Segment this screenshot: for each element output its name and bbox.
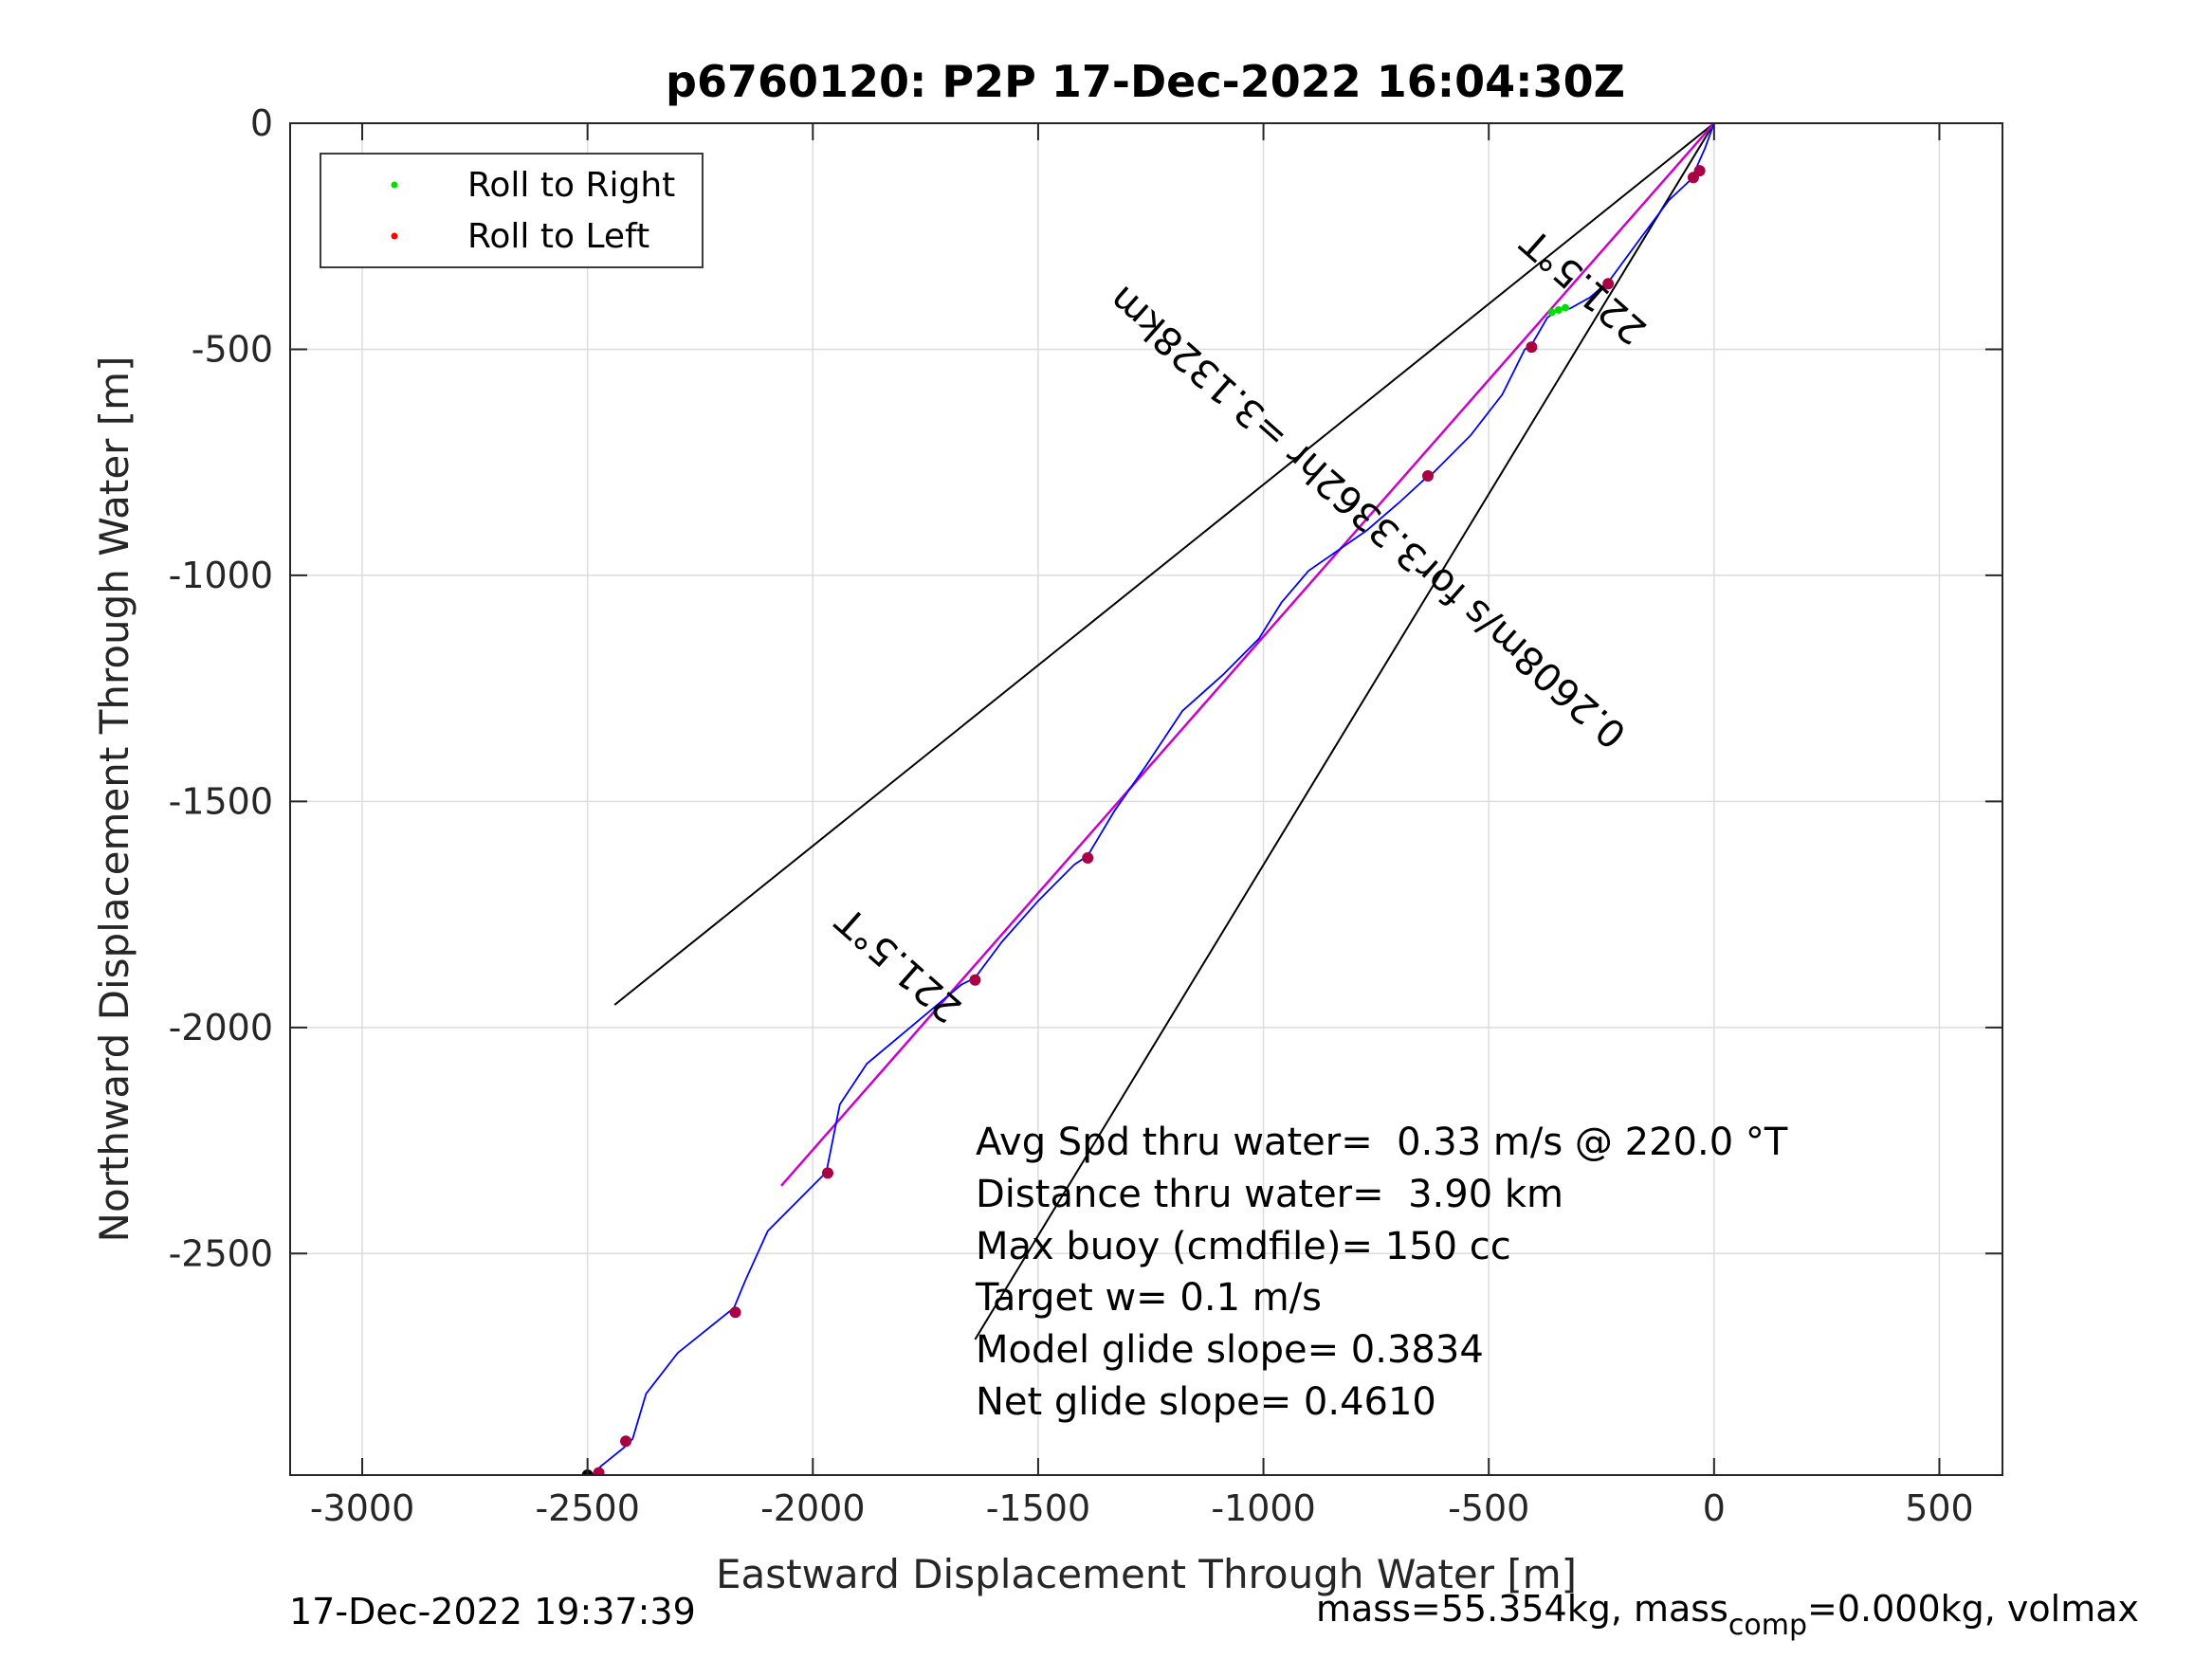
roll-right-point xyxy=(1547,308,1556,317)
dive-marker xyxy=(620,1435,632,1448)
dive-marker xyxy=(821,1167,833,1179)
chart-title: p6760120: P2P 17-Dec-2022 16:04:30Z xyxy=(666,56,1625,107)
dive-marker xyxy=(1687,172,1699,184)
heading-line xyxy=(613,123,1715,1006)
stat-distance: Distance thru water= 3.90 km xyxy=(976,1173,1563,1216)
legend-label-roll-right: Roll to Right xyxy=(467,166,675,205)
stat-net-glide-slope: Net glide slope= 0.4610 xyxy=(976,1380,1436,1424)
dive-marker xyxy=(1422,470,1435,482)
fit-line xyxy=(780,123,1715,1187)
stat-model-glide-slope: Model glide slope= 0.3834 xyxy=(976,1328,1484,1372)
heading-lines xyxy=(613,123,1715,1340)
y-tick-label: 0 xyxy=(250,102,273,144)
stat-max-buoy: Max buoy (cmdfile)= 150 cc xyxy=(976,1225,1511,1268)
footer-mass-subscript: comp xyxy=(1728,1609,1807,1642)
x-tick-label: -2000 xyxy=(760,1487,865,1529)
stats-block: Avg Spd thru water= 0.33 m/s @ 220.0 °T … xyxy=(975,1121,1788,1424)
stat-avg-speed: Avg Spd thru water= 0.33 m/s @ 220.0 °T xyxy=(976,1121,1788,1164)
dive-marker xyxy=(1526,341,1538,354)
legend: Roll to Right Roll to Left xyxy=(320,153,704,268)
x-tick-labels: -3000 -2500 -2000 -1500 -1000 -500 0 500 xyxy=(310,1487,1974,1529)
roll-right-points xyxy=(1547,303,1569,317)
x-tick-label: -2500 xyxy=(535,1487,639,1529)
roll-right-point xyxy=(1561,303,1569,312)
x-tick-label: -1500 xyxy=(986,1487,1090,1529)
heading-line xyxy=(974,123,1715,1340)
x-tick-label: -3000 xyxy=(310,1487,414,1529)
dive-marker xyxy=(1602,278,1615,290)
y-tick-labels: 0 -500 -1000 -1500 -2000 -2500 xyxy=(169,102,273,1274)
plot-area xyxy=(290,123,2002,1475)
y-tick-label: -2000 xyxy=(169,1007,273,1048)
x-tick-label: 500 xyxy=(1905,1487,1974,1529)
y-tick-label: -2500 xyxy=(169,1232,273,1274)
x-axis-label: Eastward Displacement Through Water [m] xyxy=(716,1551,1577,1597)
dive-marker xyxy=(969,974,981,986)
footer-mass-main: mass=55.354kg, mass xyxy=(1316,1588,1728,1630)
legend-marker-roll-right xyxy=(391,181,398,189)
x-tick-label: 0 xyxy=(1703,1487,1726,1529)
footer-mass: mass=55.354kg, masscomp=0.000kg, volmax xyxy=(1316,1588,2139,1642)
legend-marker-roll-left xyxy=(391,232,398,240)
y-axis-label: Northward Displacement Through Water [m] xyxy=(91,356,137,1243)
y-tick-label: -500 xyxy=(192,328,273,370)
footer-mass-rest: =0.000kg, volmax xyxy=(1807,1588,2139,1630)
legend-label-roll-left: Roll to Left xyxy=(467,217,649,256)
x-tick-label: -500 xyxy=(1448,1487,1529,1529)
dive-markers xyxy=(581,165,1706,1475)
dive-marker xyxy=(1082,852,1094,864)
stat-target-w: Target w= 0.1 m/s xyxy=(975,1276,1322,1320)
footer-timestamp: 17-Dec-2022 19:37:39 xyxy=(289,1591,696,1632)
roll-right-point xyxy=(1554,305,1563,314)
dive-marker xyxy=(593,1467,605,1475)
legend-box xyxy=(320,153,704,268)
y-tick-label: -1500 xyxy=(169,780,273,822)
plot-frame xyxy=(289,122,2003,1476)
grid xyxy=(290,122,2002,1475)
x-tick-label: -1000 xyxy=(1211,1487,1315,1529)
dive-marker xyxy=(729,1306,741,1319)
y-tick-label: -1000 xyxy=(169,555,273,596)
ticks xyxy=(290,122,2002,1475)
